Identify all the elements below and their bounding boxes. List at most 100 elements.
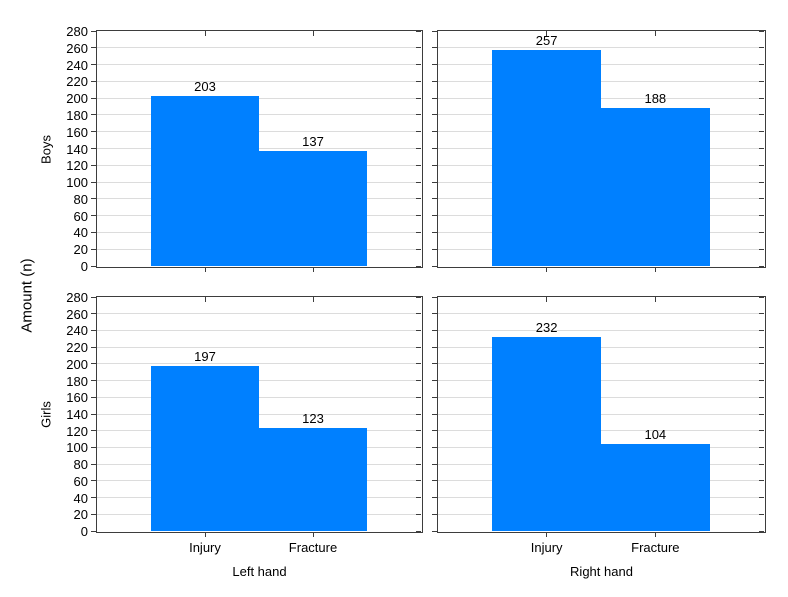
y-axis-tick [91, 513, 96, 515]
bar-injury [492, 50, 601, 266]
y-axis-tick [759, 248, 764, 250]
y-axis-tick [759, 513, 764, 515]
gridline [97, 148, 421, 149]
y-axis-tick [416, 313, 421, 315]
y-tick-label: 120 [66, 423, 88, 439]
y-axis-tick [416, 346, 421, 348]
y-axis-tick [91, 463, 96, 465]
y-axis-tick [759, 47, 764, 49]
y-axis-tick [416, 380, 421, 382]
y-tick-label: 160 [66, 390, 88, 406]
y-axis-tick [91, 530, 96, 532]
x-axis-tick [654, 297, 656, 302]
bar-value-label: 257 [535, 33, 558, 49]
y-tick-label: 280 [66, 24, 88, 39]
y-axis-tick [416, 413, 421, 415]
x-axis-tick [546, 31, 548, 36]
y-axis-tick [759, 231, 764, 233]
y-axis-tick [91, 296, 96, 298]
y-axis-tick [91, 329, 96, 331]
bar-value-label: 197 [194, 349, 216, 365]
x-axis-tick [204, 31, 206, 36]
y-axis-tick [759, 30, 764, 32]
y-axis-tick [759, 497, 764, 499]
y-axis-tick [432, 363, 437, 365]
y-tick-label: 20 [73, 242, 88, 258]
gridline [438, 363, 764, 365]
y-axis-tick [759, 164, 764, 166]
y-axis-tick [432, 463, 437, 465]
gridline [438, 346, 764, 348]
gridline [438, 97, 764, 99]
gridline [438, 80, 764, 82]
gridline [97, 396, 421, 398]
x-axis-tick [204, 297, 206, 302]
bar-value-label: 123 [302, 411, 324, 427]
panel-girls-left-hand: 197 123 Injury Fracture [91, 296, 423, 555]
gridline [438, 413, 764, 415]
y-axis-tick [416, 30, 421, 32]
y-axis-tick [91, 265, 96, 267]
y-axis-tick [416, 148, 421, 149]
bar-value-label: 188 [644, 91, 667, 107]
y-axis-tick [416, 329, 421, 331]
y-axis-tick [432, 413, 437, 415]
y-axis-tick [91, 446, 96, 448]
y-axis-tick [432, 30, 437, 32]
y-axis-tick [91, 396, 96, 398]
y-axis-tick [759, 198, 764, 200]
y-axis-tick [91, 215, 96, 217]
y-tick-label: 280 [66, 290, 88, 305]
y-axis-tick [416, 265, 421, 267]
y-tick-label: 60 [73, 208, 88, 224]
gridline [438, 380, 764, 382]
y-axis-tick [416, 296, 421, 298]
y-axis-tick [759, 380, 764, 382]
y-axis-tick [759, 480, 764, 482]
y-axis-tick [91, 80, 96, 82]
x-axis-tick [654, 31, 656, 36]
bar-injury [151, 366, 259, 531]
y-axis-tick [91, 64, 96, 66]
y-axis-tick [432, 131, 437, 133]
y-axis-tick [416, 64, 421, 66]
y-tick-label: 40 [73, 225, 88, 241]
y-axis-tick [759, 396, 764, 398]
y-axis-tick [759, 446, 764, 448]
y-axis-tick [432, 430, 437, 432]
bar-fracture [601, 108, 710, 266]
y-axis-tick [91, 480, 96, 482]
y-axis-tick [416, 463, 421, 465]
y-axis-tick [416, 198, 421, 200]
x-axis-tick [546, 267, 548, 272]
y-axis-tick [432, 446, 437, 448]
gridline [97, 131, 421, 133]
y-tick-label: 0 [80, 259, 88, 274]
y-axis-tick [91, 47, 96, 49]
y-tick-label: 140 [66, 141, 88, 157]
y-tick-label: 200 [66, 91, 88, 107]
y-tick-label: 80 [73, 457, 88, 473]
y-tick-label: 180 [66, 107, 88, 123]
y-axis-tick [416, 181, 421, 183]
y-tick-label: 180 [66, 373, 88, 389]
y-axis-tick [759, 181, 764, 183]
gridline [97, 380, 421, 382]
y-axis-tick [432, 80, 437, 82]
y-axis-tick [759, 131, 764, 133]
y-tick-label: 60 [73, 473, 88, 489]
gridline [97, 363, 421, 365]
y-axis-tick [91, 181, 96, 183]
y-axis-tick [91, 430, 96, 432]
x-axis-tick [546, 297, 548, 302]
y-axis-tick [432, 248, 437, 250]
y-axis-tick [91, 313, 96, 315]
gridline [97, 97, 421, 99]
gridline [97, 329, 421, 331]
y-tick-label: 100 [66, 175, 88, 191]
y-tick-label: 140 [66, 407, 88, 422]
y-tick-label: 260 [66, 306, 88, 322]
bar-injury [492, 337, 601, 531]
gridline [97, 313, 421, 315]
y-tick-label: 240 [66, 57, 88, 73]
